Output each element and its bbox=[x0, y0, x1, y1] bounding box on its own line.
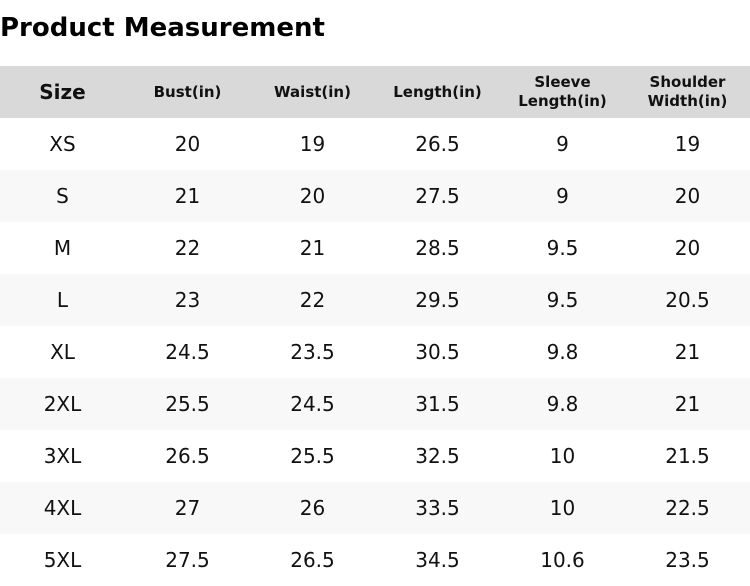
length-cell: 29.5 bbox=[375, 274, 500, 326]
sleeve-length-cell: 9.5 bbox=[500, 222, 625, 274]
bust-cell: 23 bbox=[125, 274, 250, 326]
bust-cell: 25.5 bbox=[125, 378, 250, 430]
waist-cell: 23.5 bbox=[250, 326, 375, 378]
waist-cell: 25.5 bbox=[250, 430, 375, 482]
column-header-waist: Waist(in) bbox=[250, 66, 375, 118]
sleeve-length-cell: 9.8 bbox=[500, 326, 625, 378]
size-cell: 3XL bbox=[0, 430, 125, 482]
length-cell: 33.5 bbox=[375, 482, 500, 534]
size-cell: S bbox=[0, 170, 125, 222]
length-cell: 28.5 bbox=[375, 222, 500, 274]
bust-cell: 26.5 bbox=[125, 430, 250, 482]
column-header-length: Length(in) bbox=[375, 66, 500, 118]
shoulder-width-cell: 19 bbox=[625, 118, 750, 170]
table-row: XL 24.5 23.5 30.5 9.8 21 bbox=[0, 326, 750, 378]
size-cell: 4XL bbox=[0, 482, 125, 534]
size-chart-table: Size Bust(in) Waist(in) Length(in) Sleev… bbox=[0, 66, 750, 586]
shoulder-width-cell: 21 bbox=[625, 326, 750, 378]
table-header-row: Size Bust(in) Waist(in) Length(in) Sleev… bbox=[0, 66, 750, 118]
shoulder-width-cell: 21 bbox=[625, 378, 750, 430]
table-row: 2XL 25.5 24.5 31.5 9.8 21 bbox=[0, 378, 750, 430]
table-row: M 22 21 28.5 9.5 20 bbox=[0, 222, 750, 274]
shoulder-width-cell: 21.5 bbox=[625, 430, 750, 482]
bust-cell: 21 bbox=[125, 170, 250, 222]
size-cell: 2XL bbox=[0, 378, 125, 430]
size-cell: L bbox=[0, 274, 125, 326]
bust-cell: 27.5 bbox=[125, 534, 250, 586]
size-cell: XS bbox=[0, 118, 125, 170]
sleeve-length-cell: 9.8 bbox=[500, 378, 625, 430]
column-header-shoulder-width: Shoulder Width(in) bbox=[625, 66, 750, 118]
column-header-size: Size bbox=[0, 66, 125, 118]
table-row: S 21 20 27.5 9 20 bbox=[0, 170, 750, 222]
shoulder-width-cell: 20 bbox=[625, 170, 750, 222]
size-cell: M bbox=[0, 222, 125, 274]
waist-cell: 19 bbox=[250, 118, 375, 170]
sleeve-length-cell: 10.6 bbox=[500, 534, 625, 586]
table-row: 3XL 26.5 25.5 32.5 10 21.5 bbox=[0, 430, 750, 482]
length-cell: 27.5 bbox=[375, 170, 500, 222]
table-row: L 23 22 29.5 9.5 20.5 bbox=[0, 274, 750, 326]
shoulder-width-cell: 20.5 bbox=[625, 274, 750, 326]
waist-cell: 22 bbox=[250, 274, 375, 326]
length-cell: 30.5 bbox=[375, 326, 500, 378]
bust-cell: 20 bbox=[125, 118, 250, 170]
table-row: 4XL 27 26 33.5 10 22.5 bbox=[0, 482, 750, 534]
column-header-bust: Bust(in) bbox=[125, 66, 250, 118]
length-cell: 26.5 bbox=[375, 118, 500, 170]
sleeve-length-cell: 10 bbox=[500, 430, 625, 482]
shoulder-width-cell: 23.5 bbox=[625, 534, 750, 586]
bust-cell: 27 bbox=[125, 482, 250, 534]
waist-cell: 21 bbox=[250, 222, 375, 274]
length-cell: 32.5 bbox=[375, 430, 500, 482]
waist-cell: 24.5 bbox=[250, 378, 375, 430]
sleeve-length-cell: 9 bbox=[500, 118, 625, 170]
table-row: XS 20 19 26.5 9 19 bbox=[0, 118, 750, 170]
size-cell: 5XL bbox=[0, 534, 125, 586]
column-header-sleeve-length: Sleeve Length(in) bbox=[500, 66, 625, 118]
sleeve-length-cell: 9 bbox=[500, 170, 625, 222]
page-title: Product Measurement bbox=[0, 13, 325, 43]
size-cell: XL bbox=[0, 326, 125, 378]
length-cell: 34.5 bbox=[375, 534, 500, 586]
sleeve-length-cell: 10 bbox=[500, 482, 625, 534]
waist-cell: 26.5 bbox=[250, 534, 375, 586]
table-row: 5XL 27.5 26.5 34.5 10.6 23.5 bbox=[0, 534, 750, 586]
sleeve-length-cell: 9.5 bbox=[500, 274, 625, 326]
bust-cell: 24.5 bbox=[125, 326, 250, 378]
shoulder-width-cell: 22.5 bbox=[625, 482, 750, 534]
length-cell: 31.5 bbox=[375, 378, 500, 430]
bust-cell: 22 bbox=[125, 222, 250, 274]
waist-cell: 26 bbox=[250, 482, 375, 534]
waist-cell: 20 bbox=[250, 170, 375, 222]
shoulder-width-cell: 20 bbox=[625, 222, 750, 274]
